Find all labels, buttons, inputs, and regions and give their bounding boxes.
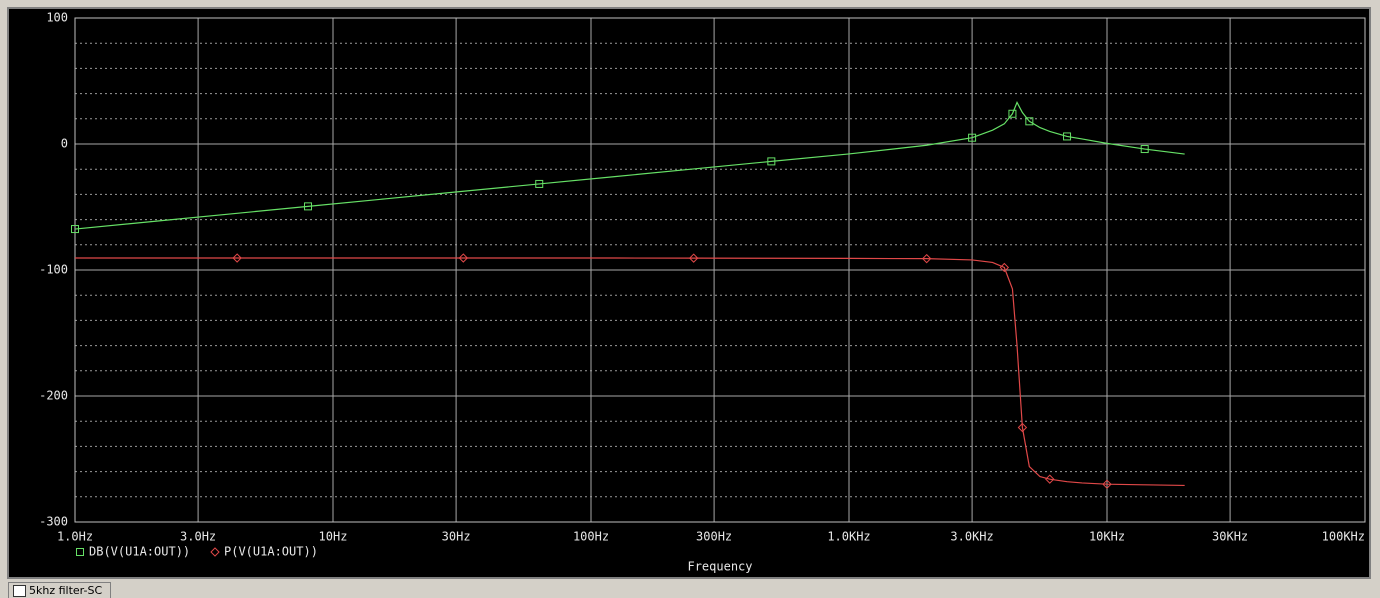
point-marker xyxy=(232,253,242,263)
y-tick-label: -200 xyxy=(39,389,68,403)
window-tab[interactable]: 5khz filter-SC xyxy=(8,582,112,598)
point-marker xyxy=(688,253,699,263)
point-marker xyxy=(1008,109,1017,118)
x-tick-label: 3.0Hz xyxy=(180,530,216,544)
point-marker xyxy=(1140,145,1149,154)
plot-frame xyxy=(74,17,1366,523)
plot-window xyxy=(7,7,1371,579)
x-tick-label: 3.0KHz xyxy=(950,530,993,544)
point-marker xyxy=(303,202,312,211)
point-marker xyxy=(210,547,220,557)
point-marker xyxy=(999,262,1010,273)
point-marker xyxy=(1102,479,1112,489)
x-tick-label: 10Hz xyxy=(319,530,348,544)
series-line xyxy=(75,257,1185,487)
point-marker xyxy=(968,133,977,142)
point-marker xyxy=(1045,474,1055,484)
point-marker xyxy=(921,253,932,264)
x-tick-label: 300Hz xyxy=(696,530,732,544)
x-tick-label: 1.0Hz xyxy=(57,530,93,544)
x-tick-label: 30KHz xyxy=(1212,530,1248,544)
y-tick-label: -300 xyxy=(39,515,68,529)
chart: Frequency -300 -200 -100 0 100 1.0Hz 3.0Hz 10Hz… xyxy=(7,7,1371,579)
x-axis-label: Frequency xyxy=(687,560,752,574)
x-tick-label: 100Hz xyxy=(573,530,609,544)
x-tick-label: 10KHz xyxy=(1089,530,1125,544)
point-marker xyxy=(1063,132,1072,141)
point-marker xyxy=(535,179,544,188)
x-tick-label: 1.0KHz xyxy=(827,530,870,544)
y-tick-label: 100 xyxy=(46,11,68,25)
point-marker xyxy=(458,253,469,263)
point-marker xyxy=(1025,117,1034,126)
legend-label: P(V(U1A:OUT)) xyxy=(224,545,318,559)
point-marker xyxy=(71,225,79,234)
y-tick-label: -100 xyxy=(39,263,68,277)
point-marker xyxy=(76,548,84,556)
series-line xyxy=(74,101,1185,230)
x-tick-label: 100KHz xyxy=(1322,530,1365,544)
y-tick-label: 0 xyxy=(61,137,68,151)
point-marker xyxy=(767,157,776,166)
point-marker xyxy=(1017,422,1028,433)
x-tick-label: 30Hz xyxy=(442,530,471,544)
legend-label: DB(V(U1A:OUT)) xyxy=(89,545,190,559)
